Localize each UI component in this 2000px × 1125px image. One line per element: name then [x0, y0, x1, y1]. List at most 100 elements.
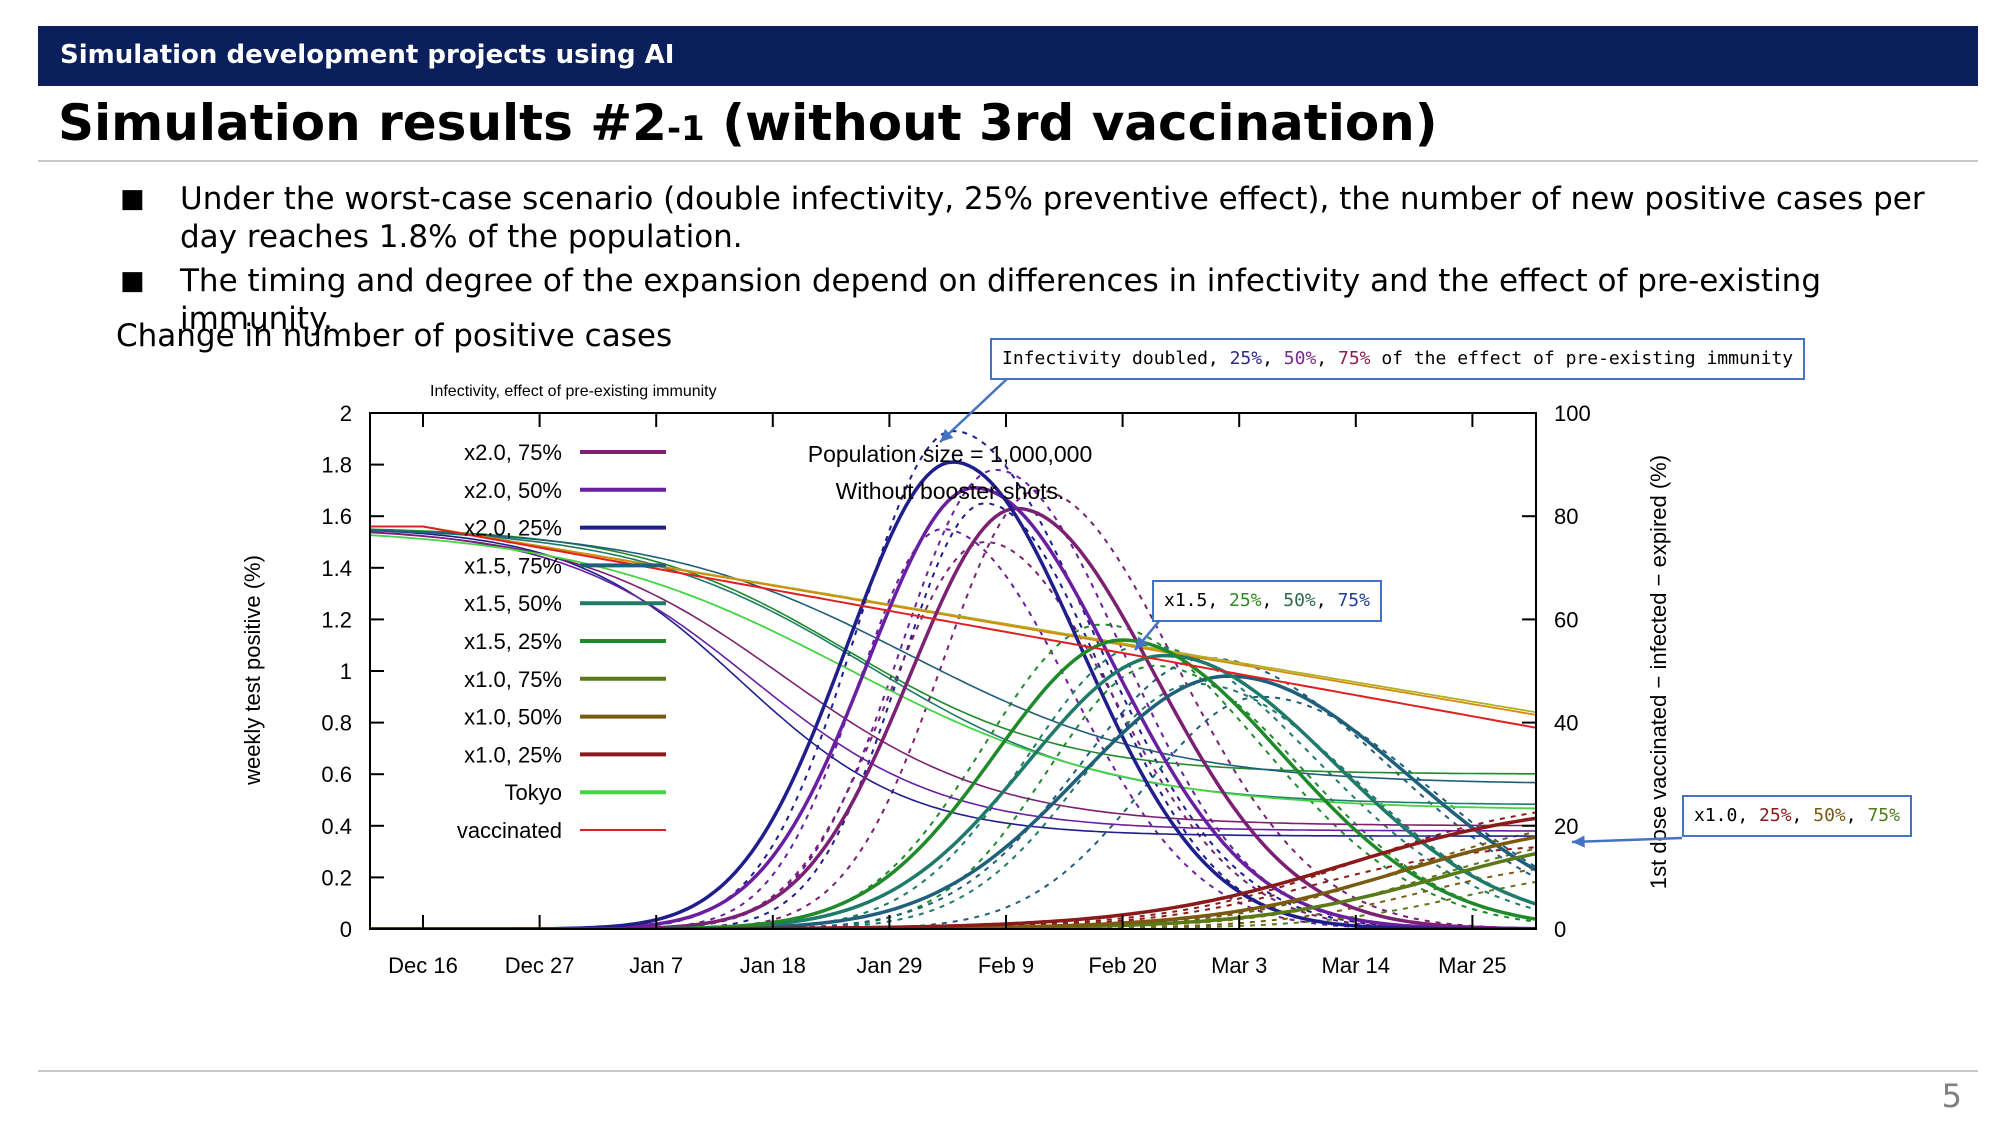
- x-tick-label: Mar 14: [1322, 953, 1390, 978]
- series-line-x1-5-50-: [370, 653, 1536, 929]
- callout-pct-50: 50%: [1283, 348, 1317, 369]
- callout-pct-75: 75%: [1337, 590, 1370, 611]
- series-line-x1-5-25-: [370, 638, 1536, 929]
- bullet-item: ■ Under the worst-case scenario (double …: [120, 180, 1960, 256]
- series-line-vaccinated: [370, 525, 1536, 729]
- x-tick-label: Jan 7: [629, 953, 683, 978]
- callout-arrow-line: [1571, 836, 1683, 844]
- title-main: Simulation results #2: [58, 94, 667, 152]
- x-tick-label: Jan 29: [856, 953, 922, 978]
- title-rest: (without 3rd vaccination): [704, 94, 1438, 152]
- callout-text: Infectivity doubled,: [1002, 348, 1230, 369]
- series-line-immunity: [370, 529, 1536, 784]
- arrow-head-icon: [1572, 835, 1585, 848]
- series-line-immunity: [370, 531, 1536, 827]
- y2-axis-label: 1st dose vaccinated − infected − expired…: [1646, 455, 1671, 889]
- series-band-line: [370, 623, 1536, 929]
- callout-infectivity-doubled: Infectivity doubled, 25%, 50%, 75% of th…: [990, 338, 1806, 380]
- x-tick-label: Mar 25: [1438, 953, 1506, 978]
- callout-separator: ,: [1316, 348, 1338, 369]
- y2-tick-label: 20: [1554, 814, 1578, 839]
- y-tick-label: 0.8: [321, 711, 352, 736]
- callout-pct-75: 75%: [1337, 348, 1371, 369]
- x-tick-label: Mar 3: [1211, 953, 1267, 978]
- legend-label: x1.5, 50%: [464, 591, 562, 616]
- legend-label: x1.0, 75%: [464, 667, 562, 692]
- callout-x1-0: x1.0, 25%, 50%, 75%: [1682, 795, 1912, 837]
- legend-label: x1.5, 25%: [464, 629, 562, 654]
- callout-separator: ,: [1791, 805, 1814, 826]
- y-tick-label: 0: [340, 917, 352, 942]
- legend-label: x2.0, 25%: [464, 516, 562, 541]
- series-line-immunity: [370, 529, 1536, 806]
- annotation-line-2: Without booster shots.: [836, 478, 1065, 504]
- callout-separator: ,: [1261, 590, 1284, 611]
- legend-label: x1.5, 75%: [464, 553, 562, 578]
- x-tick-label: Feb 9: [978, 953, 1034, 978]
- page-title: Simulation results #2-1 (without 3rd vac…: [58, 94, 1438, 152]
- callout-pct-25: 25%: [1229, 590, 1262, 611]
- y-tick-label: 1.8: [321, 453, 352, 478]
- legend-label: x1.0, 25%: [464, 742, 562, 767]
- arrow-head-icon: [940, 428, 954, 442]
- legend-label: x1.0, 50%: [464, 705, 562, 730]
- bullet-item: ■ The timing and degree of the expansion…: [120, 262, 1960, 338]
- y-tick-label: 1.6: [321, 504, 352, 529]
- callout-text: of the effect of pre-existing immunity: [1370, 348, 1794, 369]
- callout-text: x1.0,: [1694, 805, 1760, 826]
- legend-label: x2.0, 75%: [464, 440, 562, 465]
- callout-pct-75: 75%: [1867, 805, 1900, 826]
- y-tick-label: 0.2: [321, 865, 352, 890]
- x-tick-label: Jan 18: [740, 953, 806, 978]
- y-axis-label: weekly test positive (%): [240, 555, 265, 786]
- title-divider: [38, 160, 1978, 162]
- series-line-x1-5-75-: [370, 674, 1536, 929]
- annotation-line-1: Population size = 1,000,000: [808, 441, 1093, 467]
- legend-label: Tokyo: [505, 780, 562, 805]
- bullet-text: The timing and degree of the expansion d…: [180, 263, 1822, 337]
- x-tick-label: Feb 20: [1088, 953, 1157, 978]
- square-bullet-icon: ■: [120, 266, 145, 296]
- y-tick-label: 0.4: [321, 814, 352, 839]
- legend-label: vaccinated: [457, 818, 562, 843]
- arrow-head-icon: [1135, 636, 1148, 650]
- series-band-line: [370, 695, 1536, 929]
- series-line-immunity: [370, 525, 1536, 716]
- callout-text: x1.5,: [1164, 590, 1230, 611]
- y2-tick-label: 40: [1554, 711, 1578, 736]
- callout-pct-50: 50%: [1813, 805, 1846, 826]
- callout-separator: ,: [1262, 348, 1284, 369]
- bullet-text: Under the worst-case scenario (double in…: [180, 181, 1925, 255]
- y2-tick-label: 60: [1554, 607, 1578, 632]
- callout-arrow-line: [939, 377, 1009, 443]
- chart-caption: Change in number of positive cases: [116, 318, 673, 354]
- y-tick-label: 1.4: [321, 556, 352, 581]
- series-band-line: [370, 657, 1536, 929]
- chart-title: Infectivity, effect of pre-existing immu…: [430, 383, 717, 400]
- callout-separator: ,: [1315, 590, 1338, 611]
- callout-pct-25: 25%: [1229, 348, 1263, 369]
- series-line-immunity: [370, 531, 1536, 832]
- legend-label: x2.0, 50%: [464, 478, 562, 503]
- y2-tick-label: 0: [1554, 917, 1566, 942]
- series-line-x1-0-50-: [370, 835, 1536, 929]
- callout-pct-50: 50%: [1283, 590, 1316, 611]
- series-line-x1-0-75-: [370, 851, 1536, 929]
- series-line-tokyo: [370, 534, 1536, 810]
- y-tick-label: 1.2: [321, 607, 352, 632]
- section-header-bar: Simulation development projects using AI: [38, 26, 1978, 86]
- series-band-line: [370, 682, 1536, 929]
- footer-divider: [38, 1070, 1978, 1072]
- y-tick-label: 0.6: [321, 762, 352, 787]
- page-number: 5: [1941, 1077, 1962, 1115]
- callout-pct-25: 25%: [1759, 805, 1792, 826]
- y2-tick-label: 100: [1554, 401, 1591, 426]
- section-label: Simulation development projects using AI: [60, 40, 675, 70]
- callout-separator: ,: [1845, 805, 1868, 826]
- y-tick-label: 2: [340, 401, 352, 426]
- x-tick-label: Dec 27: [505, 953, 575, 978]
- square-bullet-icon: ■: [120, 184, 145, 214]
- y2-tick-label: 80: [1554, 504, 1578, 529]
- y-tick-label: 1: [340, 659, 352, 684]
